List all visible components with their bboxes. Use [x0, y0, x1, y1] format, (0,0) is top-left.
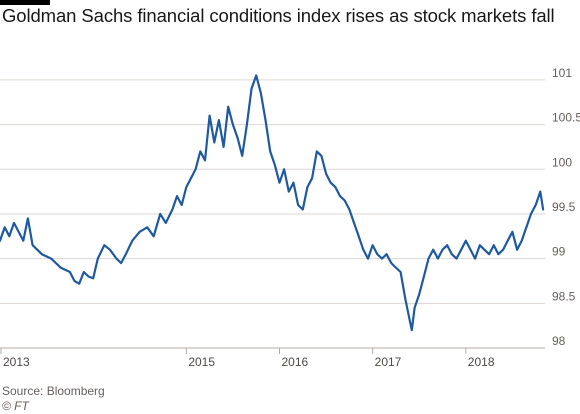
x-tick-label: 2015 [188, 355, 215, 369]
brand-bar [0, 0, 50, 5]
y-tick-label: 100.5 [552, 111, 580, 125]
x-tick-label: 2016 [281, 355, 308, 369]
y-tick-label: 98 [552, 334, 566, 348]
y-tick-label: 99 [552, 245, 566, 259]
series-line [0, 74, 545, 332]
y-tick-label: 98.5 [552, 289, 576, 303]
series-layer [0, 74, 545, 332]
credit-note: © FT [2, 399, 29, 413]
y-tick-label: 101 [552, 66, 572, 80]
gridlines [0, 79, 545, 349]
chart-title: Goldman Sachs financial conditions index… [2, 5, 555, 26]
y-axis-ticks: 98 98.5 99 99.5 100 100.5 101 [552, 66, 580, 348]
y-tick-label: 99.5 [552, 200, 576, 214]
x-tick-label: 2017 [375, 355, 402, 369]
y-tick-label: 100 [552, 155, 572, 169]
x-axis-ticks: 2013 2015 2016 2017 2018 [0, 348, 495, 369]
source-note: Source: Bloomberg [2, 384, 105, 398]
x-tick-label: 2013 [3, 355, 30, 369]
x-tick-label: 2018 [468, 355, 495, 369]
